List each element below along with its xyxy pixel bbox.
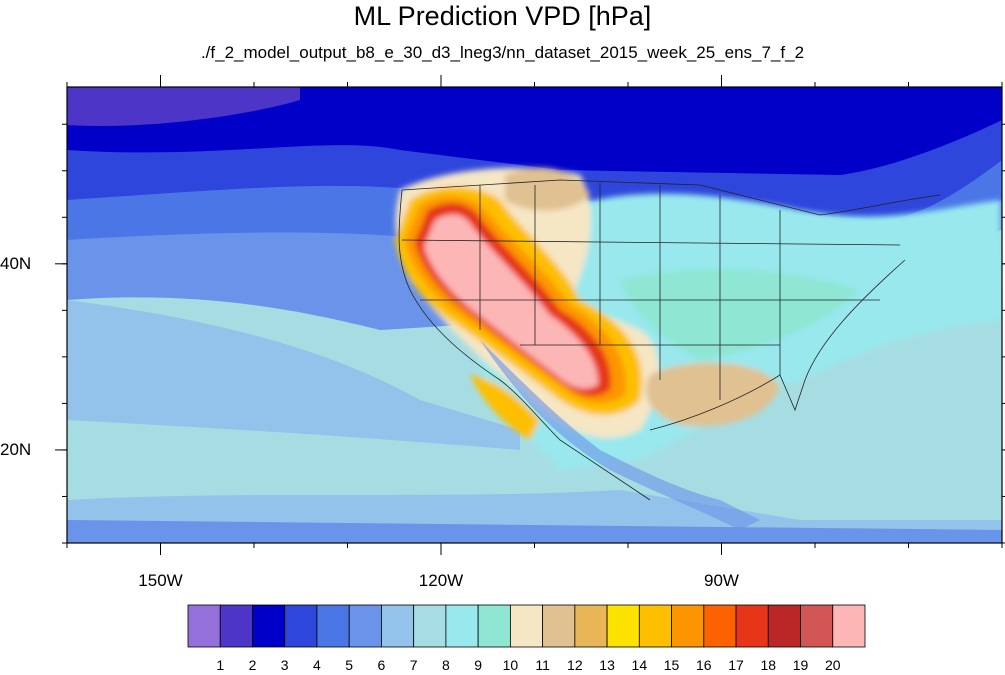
colorbar-label: 19 (792, 657, 809, 673)
colorbar-label: 7 (409, 657, 418, 673)
colorbar-label: 6 (377, 657, 386, 673)
axis-ticks (55, 75, 1005, 555)
colorbar-label: 17 (728, 657, 744, 673)
colorbar-label: 10 (502, 657, 519, 673)
colorbar-label: 12 (567, 657, 583, 673)
colorbar-label: 11 (535, 657, 550, 673)
colorbar-label: 1 (216, 657, 225, 673)
colorbar-label: 16 (696, 657, 712, 673)
lat-tick-label: 20N (0, 439, 32, 459)
colorbar-label: 5 (345, 657, 354, 673)
colorbar-label: 14 (631, 657, 648, 673)
colorbar-label: 13 (599, 657, 615, 673)
colorbar-label: 8 (441, 657, 450, 673)
colorbar-label: 2 (248, 657, 257, 673)
boundaries (398, 179, 941, 501)
lon-tick-label: 90W (704, 571, 739, 590)
vpd-field (67, 87, 1002, 543)
map-subtitle: ./f_2_model_output_b8_e_30_d3_lneg3/nn_d… (200, 43, 805, 62)
colorbar-label: 4 (313, 657, 321, 673)
lon-tick-label: 150W (138, 571, 183, 590)
colorbar-label: 9 (474, 657, 483, 673)
lon-tick-label: 120W (418, 571, 464, 590)
colorbar-label: 18 (760, 657, 777, 673)
colorbar-label: 3 (280, 657, 289, 673)
map-title: ML Prediction VPD [hPa] (353, 1, 652, 31)
colorbar-label: 15 (663, 657, 680, 673)
lat-tick-label: 40N (0, 253, 32, 273)
colorbar-label: 20 (824, 657, 841, 673)
